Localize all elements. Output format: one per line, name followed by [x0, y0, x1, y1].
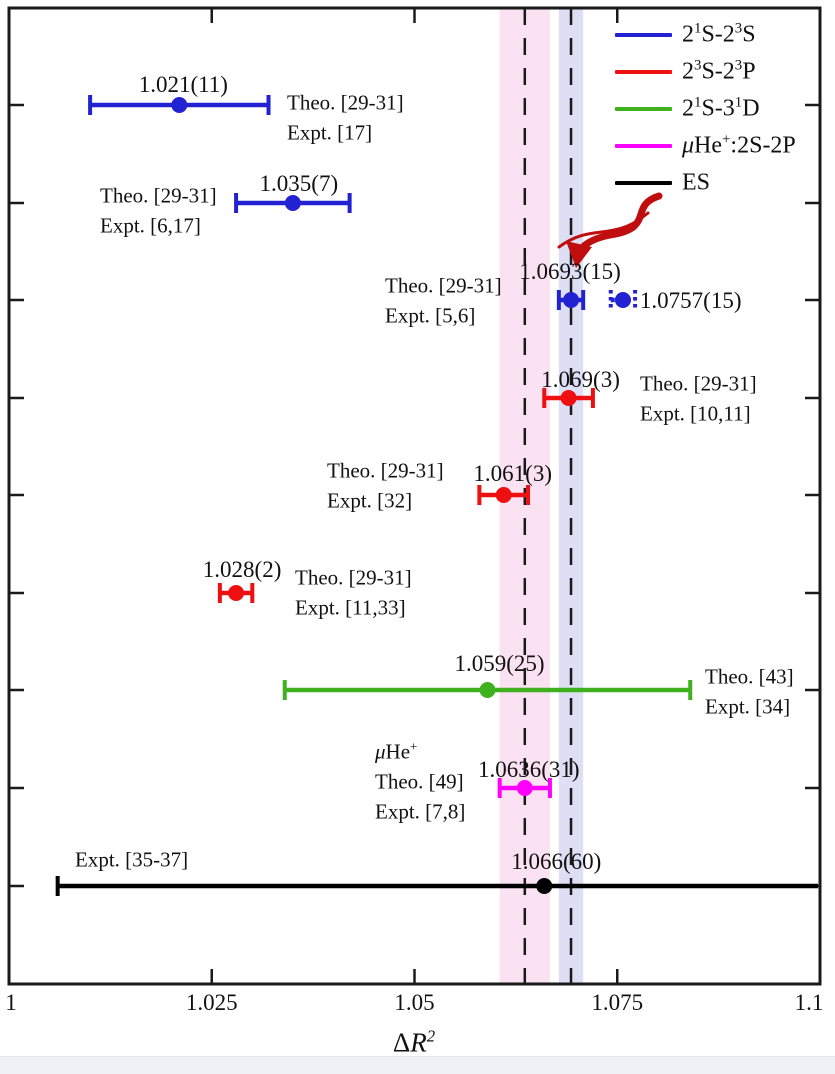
data-point	[563, 292, 580, 308]
data-point	[228, 585, 245, 601]
data-point	[614, 292, 631, 308]
data-point	[495, 487, 512, 503]
plot-border	[7, 6, 822, 986]
annotation-arrow-head	[566, 241, 592, 268]
data-point	[171, 97, 188, 113]
page-footer-strip	[0, 1056, 835, 1074]
data-point	[479, 682, 496, 698]
annotation-arrow	[577, 192, 663, 253]
data-point	[516, 780, 533, 796]
data-point	[560, 390, 577, 406]
data-point	[284, 195, 301, 211]
annotation-arrow-tail	[557, 211, 650, 249]
data-point	[536, 878, 553, 894]
